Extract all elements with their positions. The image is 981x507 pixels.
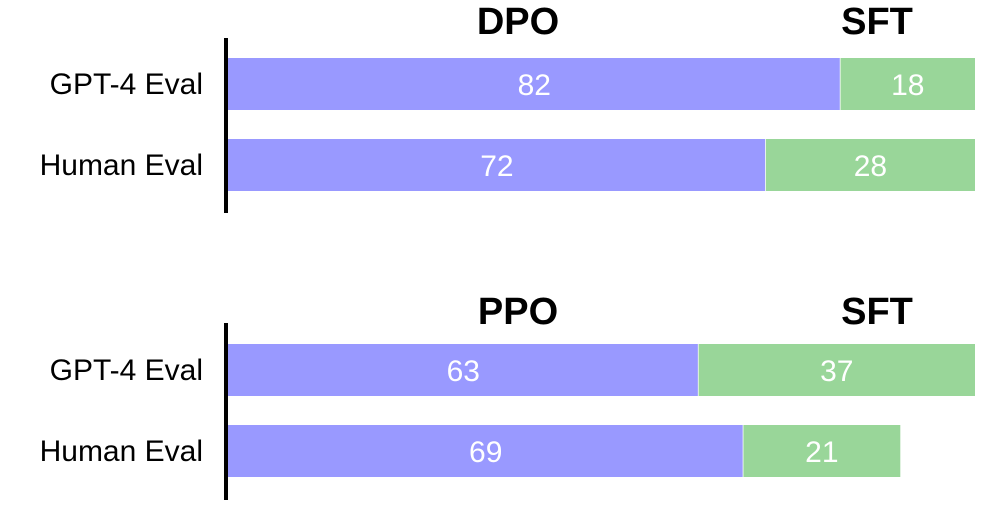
- data-label: 82: [518, 69, 551, 102]
- data-label: 37: [820, 355, 853, 388]
- bar-sft: [840, 58, 975, 110]
- series-header-ppo: PPO: [478, 291, 558, 333]
- bar-sft: [743, 425, 901, 477]
- category-label: Human Eval: [40, 149, 203, 182]
- data-label: 28: [854, 150, 887, 183]
- data-label: 63: [447, 355, 480, 388]
- category-label: Human Eval: [40, 435, 203, 468]
- data-label: 21: [805, 436, 838, 469]
- data-label: 72: [480, 150, 513, 183]
- series-header-sft: SFT: [841, 1, 913, 43]
- category-label: GPT-4 Eval: [50, 354, 203, 387]
- bar-dpo: [228, 139, 766, 191]
- category-label: GPT-4 Eval: [50, 68, 203, 101]
- bar-dpo: [228, 58, 841, 110]
- data-label: 69: [469, 436, 502, 469]
- bar-ppo: [228, 425, 744, 477]
- bar-ppo: [228, 344, 699, 396]
- series-header-sft: SFT: [841, 291, 913, 333]
- bar-sft: [765, 139, 975, 191]
- bar-sft: [698, 344, 975, 396]
- series-header-dpo: DPO: [477, 1, 559, 43]
- data-label: 18: [891, 69, 924, 102]
